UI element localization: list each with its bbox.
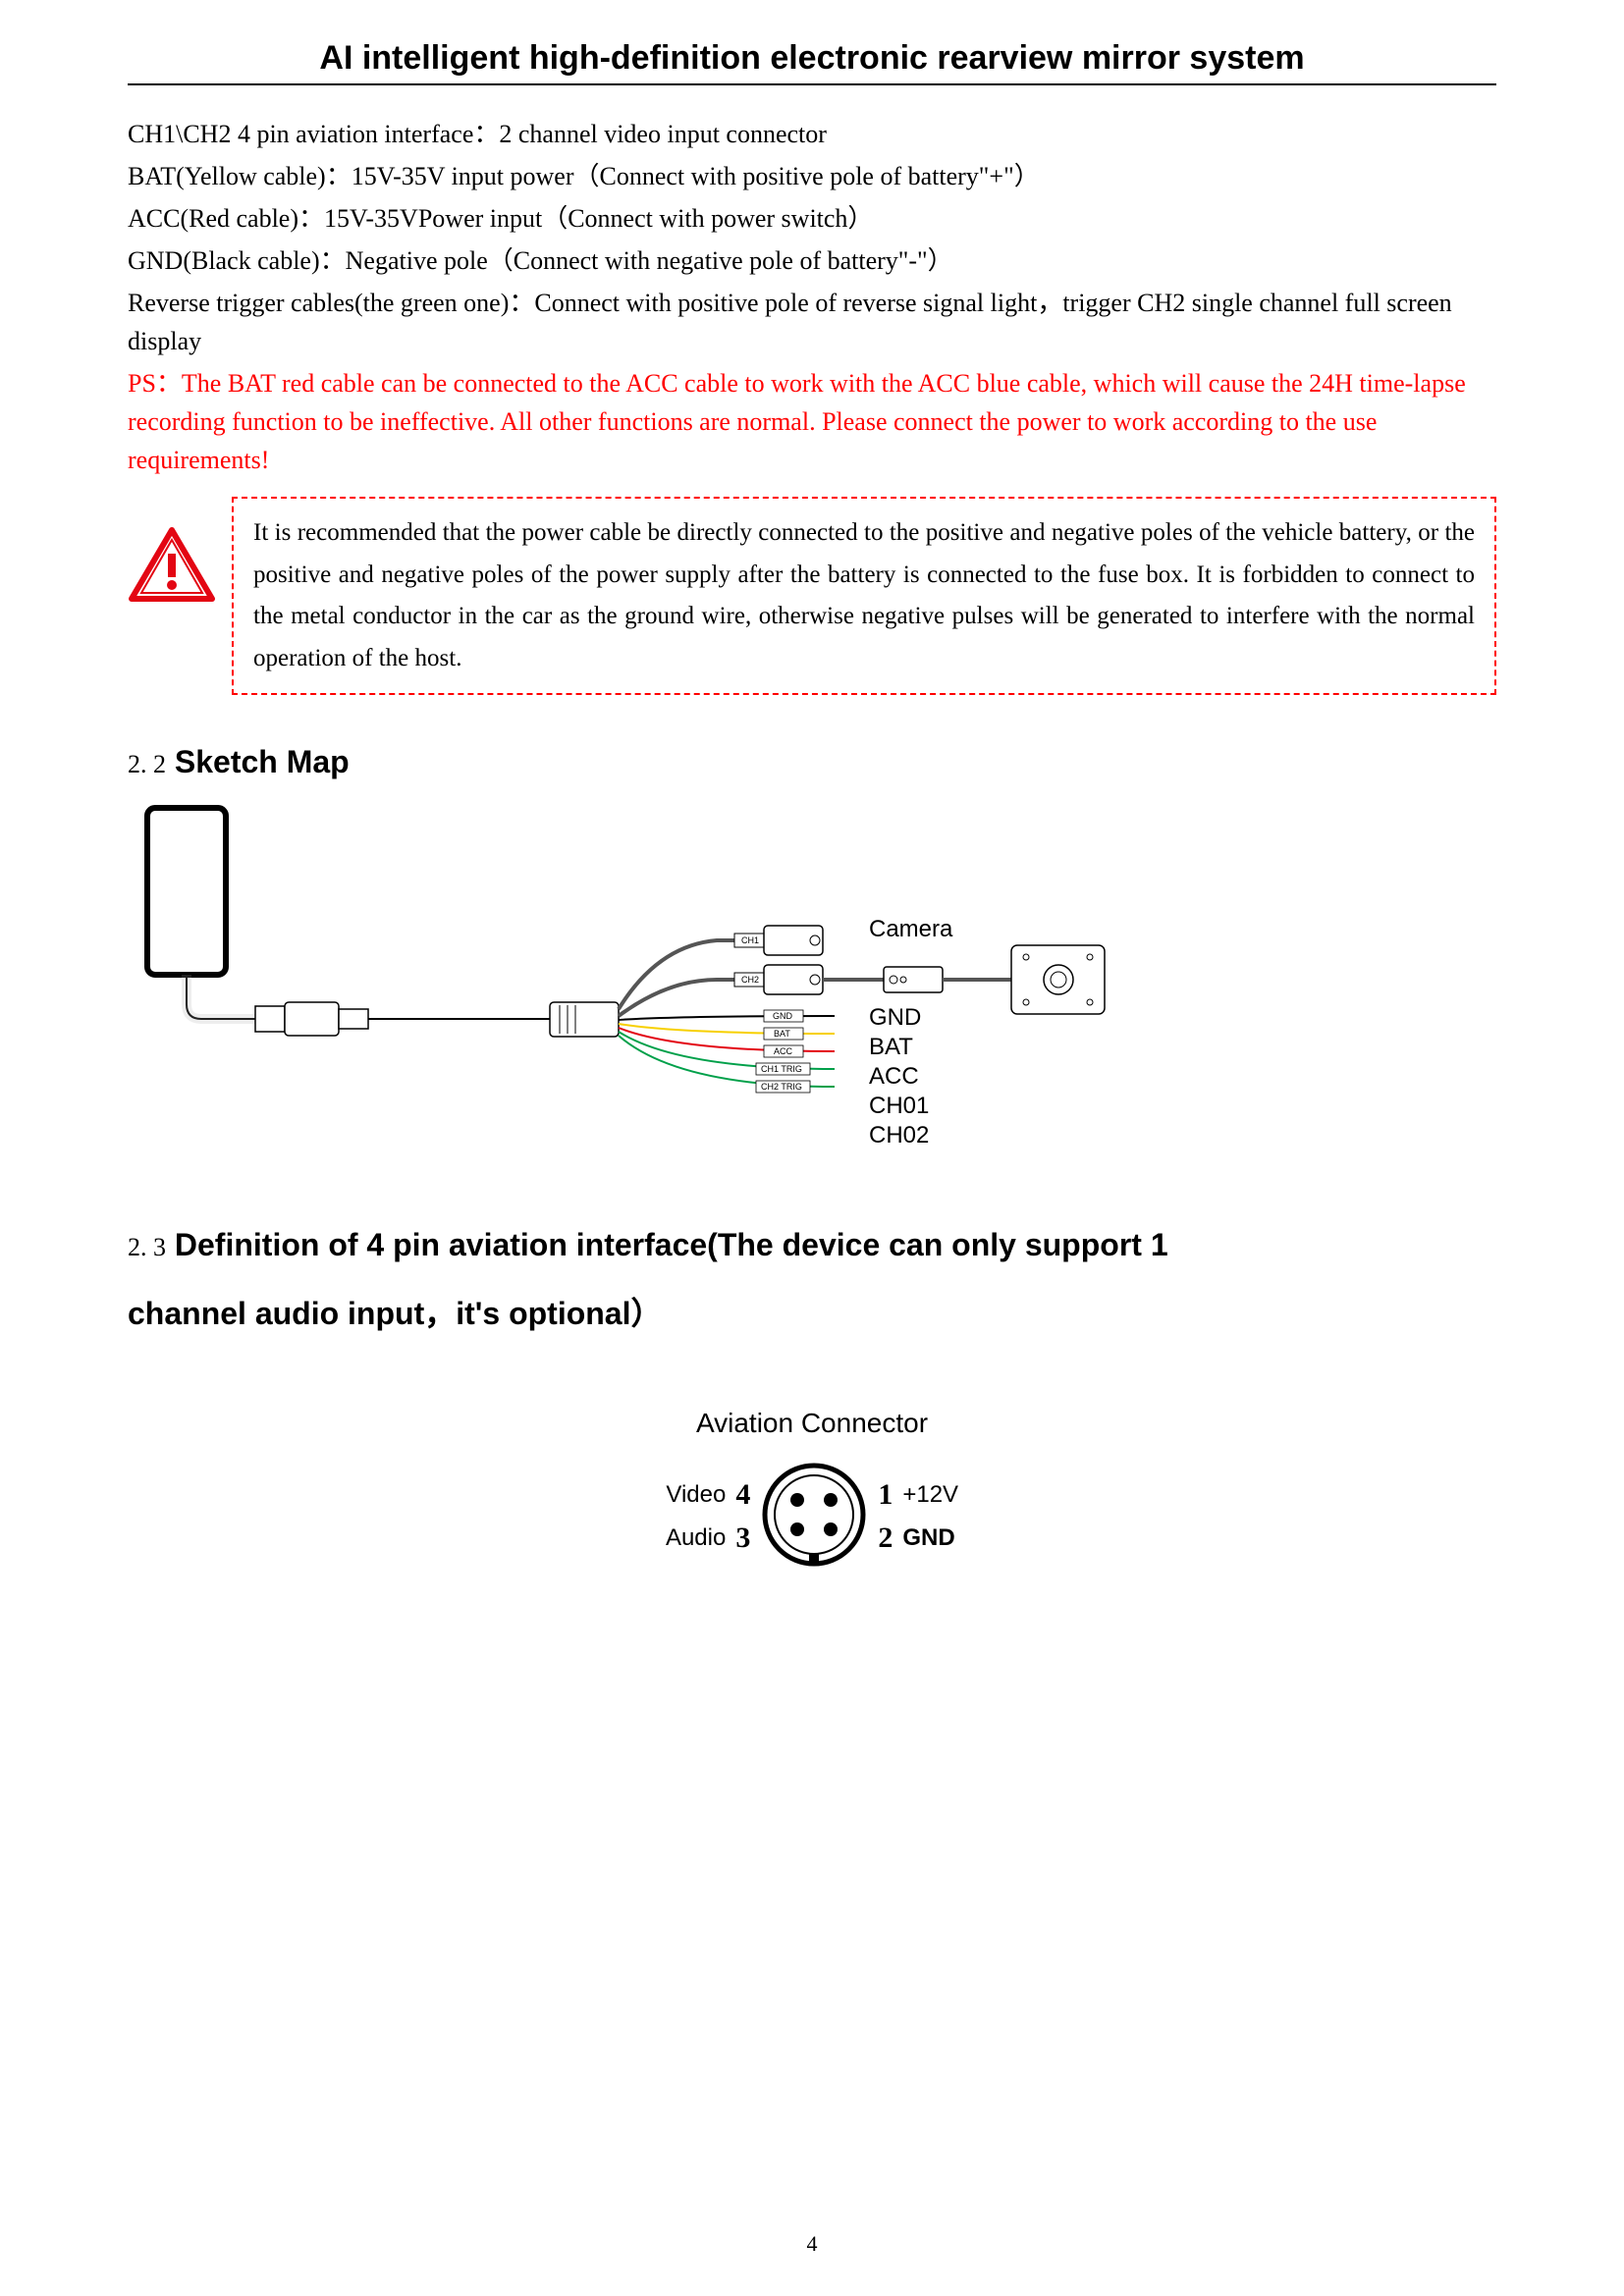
sketch-label-acc: ACC <box>869 1063 919 1091</box>
aviation-title: Aviation Connector <box>128 1408 1496 1439</box>
section-2-2-title: Sketch Map <box>175 744 350 779</box>
section-2-3-title-2: channel audio input，it's optional） <box>128 1296 663 1331</box>
para-ch: CH1\CH2 4 pin aviation interface：2 chann… <box>128 115 1496 153</box>
para-bat: BAT(Yellow cable)：15V-35V input power（Co… <box>128 157 1496 195</box>
pin4-label: Video <box>666 1473 726 1517</box>
section-2-2-heading: 2. 2 Sketch Map <box>128 744 1496 780</box>
sketch-label-camera: Camera <box>869 916 952 943</box>
sketch-label-bat: BAT <box>869 1034 913 1061</box>
page-title: AI intelligent high-definition electroni… <box>128 39 1496 85</box>
aviation-connector-icon <box>760 1461 868 1574</box>
pin1-label: +12V <box>902 1473 958 1517</box>
para-rev: Reverse trigger cables(the green one)：Co… <box>128 284 1496 360</box>
section-2-3-heading: 2. 3 Definition of 4 pin aviation interf… <box>128 1210 1496 1349</box>
wire-label-gnd: GND <box>773 1011 792 1021</box>
section-2-3-num: 2. 3 <box>128 1233 166 1261</box>
sketch-label-ch01: CH01 <box>869 1093 929 1120</box>
section-2-3-title-1: Definition of 4 pin aviation interface(T… <box>175 1227 1168 1262</box>
wire-label-ch2: CH2 <box>741 975 759 985</box>
pin1-num: 1 <box>878 1473 893 1517</box>
para-gnd: GND(Black cable)：Negative pole（Connect w… <box>128 241 1496 280</box>
sketch-label-gnd: GND <box>869 1004 921 1032</box>
wire-label-ch1trig: CH1 TRIG <box>761 1064 802 1074</box>
pin3-label: Audio <box>666 1517 726 1560</box>
para-acc: ACC(Red cable)：15V-35VPower input（Connec… <box>128 199 1496 238</box>
wire-label-acc: ACC <box>774 1046 792 1056</box>
warning-icon <box>128 526 216 610</box>
warning-row: It is recommended that the power cable b… <box>128 497 1496 695</box>
pin4-num: 4 <box>735 1473 750 1517</box>
pin2-label: GND <box>902 1517 958 1560</box>
wire-label-ch1: CH1 <box>741 935 759 945</box>
pin3-num: 3 <box>735 1517 750 1560</box>
warning-text: It is recommended that the power cable b… <box>232 497 1496 695</box>
aviation-connector-diagram: Aviation Connector Video Audio 4 3 1 2 <box>128 1408 1496 1574</box>
sketch-label-ch02: CH02 <box>869 1122 929 1149</box>
sketch-map: CH1 CH2 GND BAT ACC CH1 TRIG CH2 TRIG Ca… <box>128 798 1496 1151</box>
pin2-num: 2 <box>878 1517 893 1560</box>
para-ps: PS：The BAT red cable can be connected to… <box>128 364 1496 479</box>
page-number: 4 <box>0 2231 1624 2257</box>
wire-label-ch2trig: CH2 TRIG <box>761 1082 802 1092</box>
section-2-2-num: 2. 2 <box>128 750 166 778</box>
wire-label-bat: BAT <box>774 1029 790 1039</box>
